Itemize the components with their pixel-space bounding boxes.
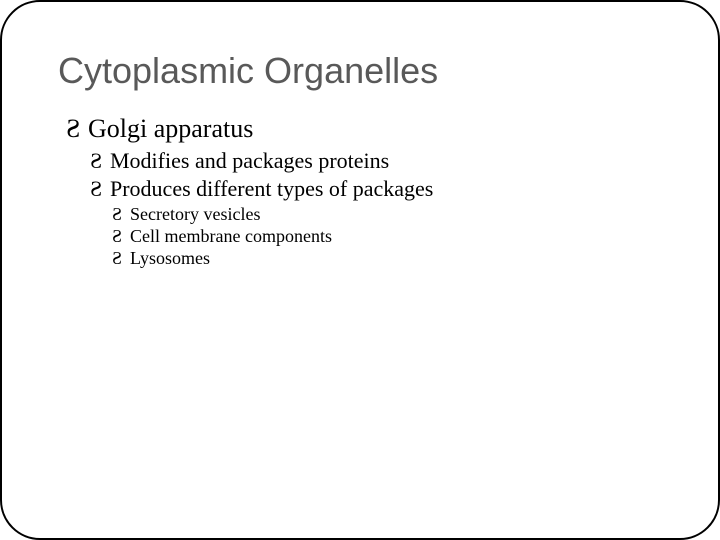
bullet-text: Modifies and packages proteins [110, 148, 389, 174]
bullet-glyph-icon: Ƨ [112, 226, 130, 247]
bullet-text: Lysosomes [130, 248, 210, 269]
bullet-level3: Ƨ Cell membrane components [58, 226, 662, 247]
bullet-level2: Ƨ Produces different types of packages [58, 176, 662, 202]
bullet-glyph-icon: Ƨ [90, 176, 110, 202]
bullet-level1: Ƨ Golgi apparatus [58, 114, 662, 144]
bullet-glyph-icon: Ƨ [112, 248, 130, 269]
bullet-text: Golgi apparatus [88, 114, 253, 144]
bullet-level3: Ƨ Secretory vesicles [58, 204, 662, 225]
bullet-text: Secretory vesicles [130, 204, 260, 225]
slide-title: Cytoplasmic Organelles [58, 50, 662, 92]
bullet-text: Cell membrane components [130, 226, 332, 247]
slide-frame: Cytoplasmic Organelles Ƨ Golgi apparatus… [0, 0, 720, 540]
bullet-level3: Ƨ Lysosomes [58, 248, 662, 269]
bullet-glyph-icon: Ƨ [66, 114, 88, 144]
bullet-glyph-icon: Ƨ [112, 204, 130, 225]
bullet-glyph-icon: Ƨ [90, 148, 110, 174]
bullet-text: Produces different types of packages [110, 176, 433, 202]
bullet-level2: Ƨ Modifies and packages proteins [58, 148, 662, 174]
